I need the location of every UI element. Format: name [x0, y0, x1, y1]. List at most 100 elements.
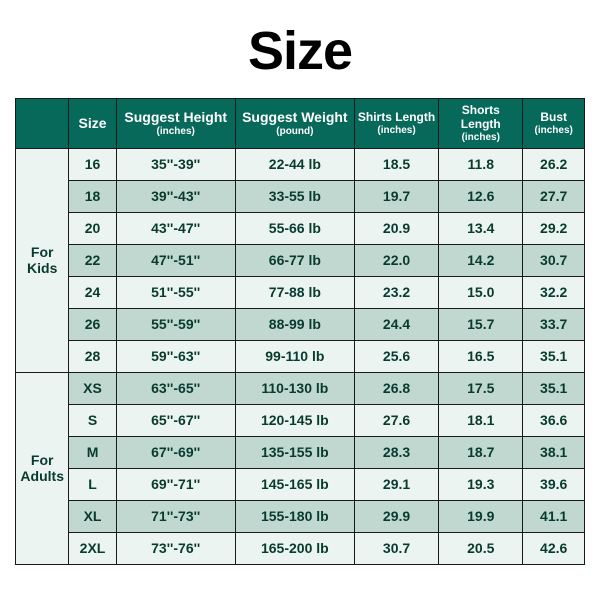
table-row: M67''-69''135-155 lb28.318.738.1	[16, 436, 585, 468]
table-cell: 20.5	[439, 532, 523, 564]
table-cell: 29.9	[354, 500, 438, 532]
table-cell: 2XL	[69, 532, 116, 564]
table-row: ForKids1635''-39''22-44 lb18.511.826.2	[16, 148, 585, 180]
table-row: L69''-71''145-165 lb29.119.339.6	[16, 468, 585, 500]
page-title: Size	[248, 20, 352, 82]
table-row: 2859''-63''99-110 lb25.616.535.1	[16, 340, 585, 372]
table-cell: 35.1	[523, 372, 585, 404]
table-cell: 26.2	[523, 148, 585, 180]
table-cell: 33.7	[523, 308, 585, 340]
column-header-sub: (inches)	[441, 132, 520, 144]
table-cell: 13.4	[439, 212, 523, 244]
table-row: ForAdultsXS63''-65''110-130 lb26.817.535…	[16, 372, 585, 404]
table-cell: 35''-39''	[116, 148, 235, 180]
column-header: Shirts Length(inches)	[354, 99, 438, 149]
column-header-sub: (inches)	[357, 125, 436, 137]
table-cell: 135-155 lb	[235, 436, 354, 468]
column-header: Bust(inches)	[523, 99, 585, 149]
table-cell: 65''-67''	[116, 404, 235, 436]
header-row: SizeSuggest Height(inches)Suggest Weight…	[16, 99, 585, 149]
table-cell: 24.4	[354, 308, 438, 340]
table-cell: 19.7	[354, 180, 438, 212]
size-table: SizeSuggest Height(inches)Suggest Weight…	[15, 98, 585, 565]
table-cell: 30.7	[523, 244, 585, 276]
table-cell: 77-88 lb	[235, 276, 354, 308]
table-row: 2655''-59''88-99 lb24.415.733.7	[16, 308, 585, 340]
table-cell: M	[69, 436, 116, 468]
table-cell: 47''-51''	[116, 244, 235, 276]
table-cell: 20	[69, 212, 116, 244]
table-cell: S	[69, 404, 116, 436]
table-cell: 19.3	[439, 468, 523, 500]
table-cell: 15.0	[439, 276, 523, 308]
table-body: ForKids1635''-39''22-44 lb18.511.826.218…	[16, 148, 585, 564]
table-cell: 25.6	[354, 340, 438, 372]
table-cell: 16.5	[439, 340, 523, 372]
table-cell: 51''-55''	[116, 276, 235, 308]
table-cell: 28	[69, 340, 116, 372]
table-row: 2247''-51''66-77 lb22.014.230.7	[16, 244, 585, 276]
table-cell: 18	[69, 180, 116, 212]
table-cell: 33-55 lb	[235, 180, 354, 212]
table-cell: 29.1	[354, 468, 438, 500]
table-cell: 20.9	[354, 212, 438, 244]
table-cell: 22	[69, 244, 116, 276]
table-cell: 16	[69, 148, 116, 180]
column-header-main: Shirts Length	[357, 110, 436, 124]
column-header-main: Bust	[525, 110, 582, 124]
table-cell: 12.6	[439, 180, 523, 212]
table-cell: 63''-65''	[116, 372, 235, 404]
table-cell: 38.1	[523, 436, 585, 468]
table-cell: 39.6	[523, 468, 585, 500]
table-cell: 41.1	[523, 500, 585, 532]
table-cell: 26.8	[354, 372, 438, 404]
table-cell: 42.6	[523, 532, 585, 564]
table-cell: 67''-69''	[116, 436, 235, 468]
table-row: XL71''-73''155-180 lb29.919.941.1	[16, 500, 585, 532]
table-cell: 15.7	[439, 308, 523, 340]
table-cell: 18.7	[439, 436, 523, 468]
table-cell: 69''-71''	[116, 468, 235, 500]
column-header: Size	[69, 99, 116, 149]
column-header-sub: (pound)	[238, 126, 352, 138]
table-cell: 19.9	[439, 500, 523, 532]
column-header-main: Shorts Length	[441, 103, 520, 132]
table-cell: 14.2	[439, 244, 523, 276]
table-cell: 73''-76''	[116, 532, 235, 564]
table-row: 2XL73''-76''165-200 lb30.720.542.6	[16, 532, 585, 564]
table-cell: 27.7	[523, 180, 585, 212]
column-header-sub: (inches)	[119, 126, 233, 138]
table-cell: 23.2	[354, 276, 438, 308]
table-cell: XL	[69, 500, 116, 532]
table-cell: 11.8	[439, 148, 523, 180]
table-cell: 55''-59''	[116, 308, 235, 340]
table-row: 2451''-55''77-88 lb23.215.032.2	[16, 276, 585, 308]
table-cell: 155-180 lb	[235, 500, 354, 532]
table-row: S65''-67''120-145 lb27.618.136.6	[16, 404, 585, 436]
table-cell: 55-66 lb	[235, 212, 354, 244]
table-cell: L	[69, 468, 116, 500]
table-cell: 24	[69, 276, 116, 308]
table-cell: 66-77 lb	[235, 244, 354, 276]
table-cell: 88-99 lb	[235, 308, 354, 340]
table-cell: 28.3	[354, 436, 438, 468]
table-cell: 32.2	[523, 276, 585, 308]
table-cell: 30.7	[354, 532, 438, 564]
table-cell: 43''-47''	[116, 212, 235, 244]
row-group-label: ForAdults	[16, 372, 69, 564]
column-header-main: Size	[71, 115, 113, 132]
column-header: Suggest Weight(pound)	[235, 99, 354, 149]
column-header: Shorts Length(inches)	[439, 99, 523, 149]
table-head: SizeSuggest Height(inches)Suggest Weight…	[16, 99, 585, 149]
table-cell: 22.0	[354, 244, 438, 276]
table-cell: 17.5	[439, 372, 523, 404]
table-cell: 18.5	[354, 148, 438, 180]
table-cell: 110-130 lb	[235, 372, 354, 404]
column-header-main: Suggest Height	[119, 109, 233, 126]
table-cell: 99-110 lb	[235, 340, 354, 372]
table-cell: 35.1	[523, 340, 585, 372]
table-cell: 22-44 lb	[235, 148, 354, 180]
table-cell: 29.2	[523, 212, 585, 244]
column-header-main: Suggest Weight	[238, 109, 352, 126]
header-blank	[16, 99, 69, 149]
